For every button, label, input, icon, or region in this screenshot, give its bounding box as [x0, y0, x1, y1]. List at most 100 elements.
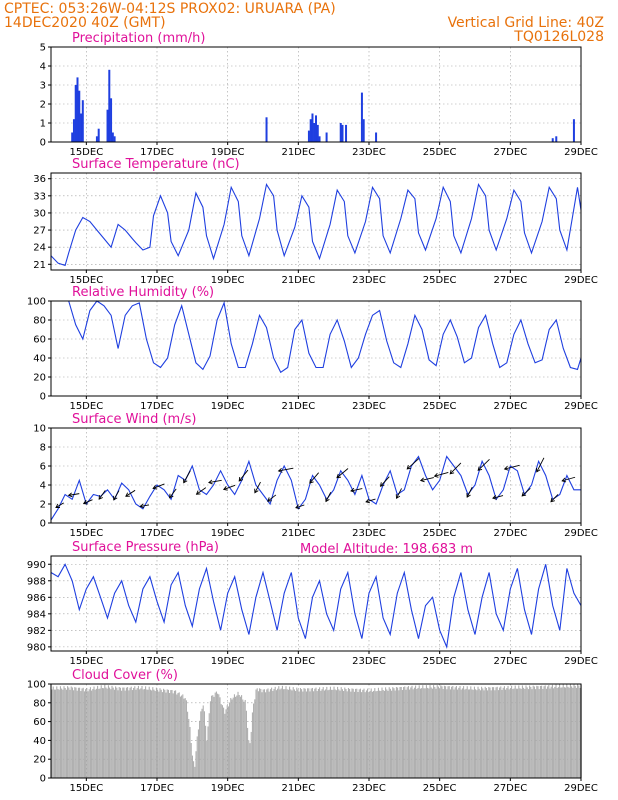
cloud-bar [413, 687, 415, 778]
cloud-bar [385, 687, 387, 778]
cloud-bar [358, 689, 360, 778]
cloud-bar [470, 686, 472, 778]
cloud-bar [567, 686, 569, 778]
cloud-bar [562, 684, 564, 778]
cloud-bar [187, 711, 189, 778]
cloud-bar [329, 686, 331, 778]
x-tick-label: 19DEC [211, 147, 245, 158]
cloud-bar [469, 689, 471, 778]
cloud-bar [514, 685, 516, 778]
y-tick-label: 21 [33, 260, 46, 271]
temp-title: Surface Temperature (nC) [72, 157, 240, 172]
wind-arrow [477, 458, 490, 471]
header-line2-left: 14DEC2020 40Z (GMT) [4, 15, 166, 31]
cloud-bar [147, 689, 149, 778]
x-tick-label: 23DEC [352, 147, 386, 158]
cloud-bar [365, 690, 367, 778]
cloud-bar [471, 689, 473, 778]
cloud-bar [526, 687, 528, 778]
x-tick-label: 19DEC [211, 528, 245, 539]
precip-bar [309, 119, 312, 142]
wind-arrow-head [477, 466, 483, 471]
cloud-bar [289, 686, 291, 778]
cloud-bar [285, 686, 287, 778]
cloud-bar [326, 686, 328, 778]
cloud-bar [367, 688, 369, 778]
x-tick-label: 23DEC [352, 528, 386, 539]
cloud-bar [362, 689, 364, 778]
x-tick-label: 23DEC [352, 656, 386, 667]
cloud-bar [313, 691, 315, 778]
wind-arrow [350, 488, 363, 492]
precip-bar [572, 119, 575, 142]
cloud-bar [524, 689, 526, 778]
cloud-bar [461, 688, 463, 778]
cloud-bar [406, 687, 408, 778]
cloud-bar [95, 688, 97, 778]
cloud-bar [88, 689, 90, 778]
x-tick-label: 17DEC [140, 275, 174, 286]
cloud-cover-panel: 0 20 40 60 80 100 15DEC 17DEC 19DEC 21DEC 23DEC 25D… [27, 668, 598, 794]
y-tick-label: 30 [33, 208, 46, 219]
y-tick-label: 982 [27, 626, 46, 637]
cloud-bar [61, 688, 63, 778]
cloud-bar [554, 686, 556, 778]
wind-arrow [208, 479, 222, 484]
cloud-bar [87, 691, 89, 778]
cloud-bar [302, 691, 304, 778]
wind-arrow [406, 457, 420, 470]
model-altitude: Model Altitude: 198.683 m [300, 542, 473, 557]
precip-bar [72, 119, 75, 142]
cloud-bar [541, 685, 543, 778]
cloud-bar [251, 712, 253, 778]
cloud-bar [448, 686, 450, 778]
cloud-bar [323, 690, 325, 778]
cloud-bar [517, 688, 519, 778]
cloud-bar [387, 690, 389, 778]
cloud-bar [446, 689, 448, 778]
cloud-bar [286, 689, 288, 778]
cloud-bar [273, 688, 275, 778]
precip-bar [362, 119, 365, 142]
cloud-bar [91, 690, 93, 778]
cloud-bar [317, 688, 319, 778]
y-tick-label: 33 [33, 191, 46, 202]
cloud-bar [373, 690, 375, 778]
cloud-bar [499, 687, 501, 778]
wind-arrow-head [195, 490, 201, 495]
cloud-bar [352, 688, 354, 778]
cloud-bar [139, 689, 141, 778]
cloud-bar [169, 692, 171, 778]
wind-panel: 0 2 4 6 8 10 15DEC 17DEC 19DEC 21DEC 23DEC 25DEC 27D… [33, 412, 598, 539]
cloud-bar [346, 691, 348, 778]
cloud-bar [508, 689, 510, 778]
precip-bar [315, 115, 317, 142]
cloud-bar [449, 689, 451, 778]
cloud-bar [263, 689, 265, 778]
cloud-bar [495, 687, 497, 778]
x-tick-label: 29DEC [564, 656, 598, 667]
x-tick-label: 27DEC [493, 275, 527, 286]
cloud-bar [359, 688, 361, 778]
cloud-bar [568, 687, 570, 778]
cloud-bar [423, 688, 425, 778]
y-tick-label: 20 [33, 755, 46, 766]
cloud-bar [287, 689, 289, 778]
cloud-bar [325, 689, 327, 778]
wind-arrow [396, 488, 402, 499]
wind-arrow-head [503, 465, 509, 471]
cloud-bar [190, 742, 192, 778]
cloud-bar [551, 684, 553, 778]
cloud-bar [195, 751, 197, 778]
cloud-bar [113, 689, 115, 778]
y-tick-label: 986 [27, 593, 46, 604]
y-tick-label: 4 [40, 481, 46, 492]
cloud-bar [119, 687, 121, 778]
cloud-bar [267, 688, 269, 778]
wind-arrow [113, 490, 120, 501]
cloud-bar [397, 687, 399, 778]
precip-bar [108, 69, 111, 142]
precip-bar [555, 136, 558, 142]
cloud-bar [566, 684, 568, 778]
cloud-bar [350, 691, 352, 778]
